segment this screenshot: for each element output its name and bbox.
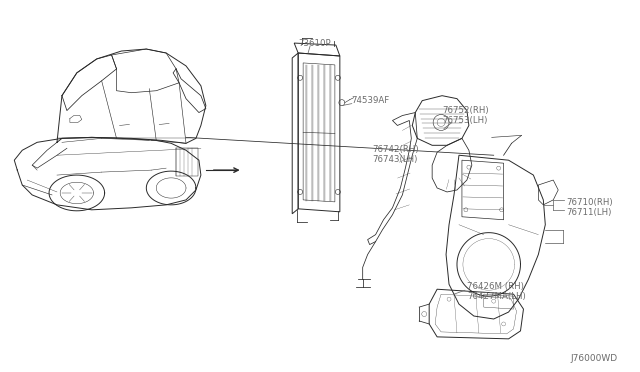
Text: 76743(LH): 76743(LH) [372,155,418,164]
Text: 76742(RH): 76742(RH) [372,145,419,154]
Text: 74539AF: 74539AF [352,96,390,105]
Text: J76000WD: J76000WD [570,354,617,363]
Text: 76710(RH): 76710(RH) [566,198,612,207]
Text: 76752(RH): 76752(RH) [442,106,489,115]
Text: 76753(LH): 76753(LH) [442,116,488,125]
Text: 76427MA(LH): 76427MA(LH) [467,292,525,301]
Text: 73610P: 73610P [298,39,331,48]
Text: 76426M (RH): 76426M (RH) [467,282,524,291]
Text: 76711(LH): 76711(LH) [566,208,612,217]
